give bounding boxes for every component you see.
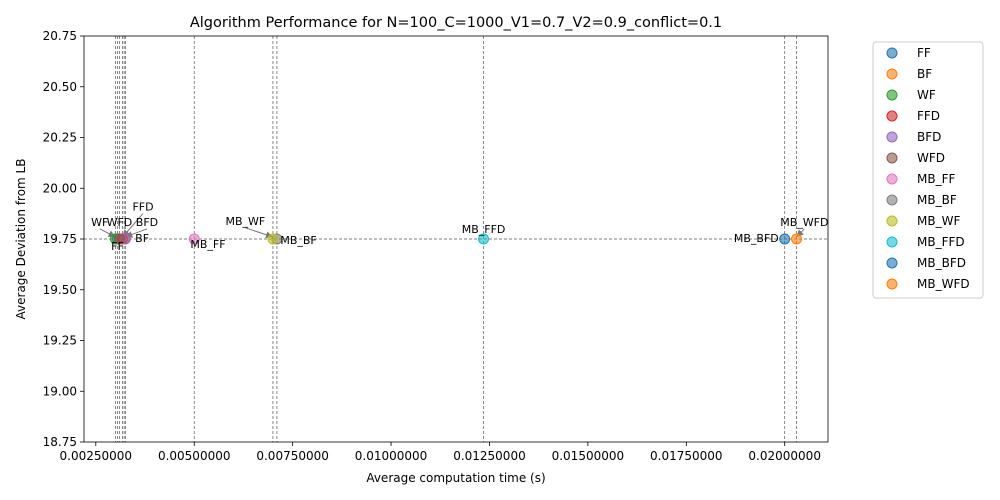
point-mb-ffd	[478, 233, 490, 245]
legend-label-ff: FF	[917, 46, 931, 60]
y-axis-label: Average Deviation from LB	[14, 159, 28, 320]
legend-label-wfd: WFD	[917, 151, 945, 165]
y-tick-label: 19.50	[43, 283, 77, 297]
chart-title: Algorithm Performance for N=100_C=1000_V…	[190, 15, 722, 31]
legend-marker-mb-wfd	[886, 278, 898, 290]
legend-marker-mb-ffd	[886, 236, 898, 248]
legend-marker-wf	[886, 89, 898, 101]
y-tick-label: 20.00	[43, 181, 77, 195]
annotation-mb-bf: MB_BF	[280, 234, 316, 247]
legend-label-wf: WF	[917, 88, 936, 102]
y-tick-label: 19.25	[43, 334, 77, 348]
annotation-mb-ff: MB_FF	[190, 238, 225, 251]
annotation-ffd: FFD	[132, 201, 153, 214]
legend-label-mb-ffd: MB_FFD	[917, 235, 965, 249]
legend-label-ffd: FFD	[917, 109, 940, 123]
annotation-mb-ffd: MB_FFD	[462, 223, 506, 236]
point-mb-bfd	[779, 233, 791, 245]
y-tick-label: 20.50	[43, 80, 77, 94]
legend-label-mb-bf: MB_BF	[917, 193, 957, 207]
annotation-arrows	[99, 213, 805, 239]
point-mb-wfd	[791, 233, 803, 245]
legend-marker-ffd	[886, 110, 898, 122]
point-mb-wf	[267, 233, 279, 245]
x-tick-label: 0.02000000	[748, 449, 821, 463]
legend-label-bf: BF	[917, 67, 932, 81]
annotation-bf: BF	[135, 232, 149, 245]
annotation-mb-wfd: MB_WFD	[780, 216, 828, 229]
point-mb-ff	[188, 233, 200, 245]
annotation-mb-bfd: MB_BFD	[734, 232, 779, 245]
y-tick-label: 20.25	[43, 131, 77, 145]
x-tick-label: 0.01500000	[552, 449, 625, 463]
x-tick-label: 0.00250000	[60, 449, 133, 463]
legend-label-bfd: BFD	[917, 130, 941, 144]
annotation-bfd: BFD	[136, 216, 158, 229]
x-axis: 0.00250000 0.00500000 0.00750000 0.01000000…	[60, 442, 821, 463]
legend-marker-mb-bf	[886, 194, 898, 206]
x-tick-label: 0.01750000	[650, 449, 723, 463]
legend-marker-mb-wf	[886, 215, 898, 227]
y-tick-label: 19.00	[43, 384, 77, 398]
legend: FF BF WF FFD BFD WFD MB_FF MB_BF MB_WF MB_FFD MB_B…	[872, 41, 984, 299]
y-tick-label: 19.75	[43, 232, 77, 246]
point-wfd	[113, 233, 125, 245]
y-axis: 18.75 19.00 19.25 19.50 19.75 20.00 20.25 20.50…	[43, 29, 84, 449]
legend-frame	[872, 41, 984, 299]
legend-marker-bfd	[886, 131, 898, 143]
x-axis-label: Average computation time (s)	[366, 471, 545, 485]
legend-marker-bf	[886, 68, 898, 80]
legend-marker-ff	[886, 47, 898, 59]
data-points	[109, 233, 803, 245]
legend-label-mb-ff: MB_FF	[917, 172, 955, 186]
legend-label-mb-wfd: MB_WFD	[917, 277, 970, 291]
x-tick-label: 0.00750000	[256, 449, 329, 463]
legend-marker-mb-bfd	[886, 257, 898, 269]
annotation-mb-wf: MB_WF	[226, 215, 266, 228]
legend-label-mb-bfd: MB_BFD	[917, 256, 966, 270]
y-tick-label: 18.75	[43, 435, 77, 449]
legend-label-mb-wf: MB_WF	[917, 214, 960, 228]
annotation-wfd: WFD	[107, 216, 133, 229]
legend-marker-mb-ff	[886, 173, 898, 185]
legend-marker-wfd	[886, 152, 898, 164]
annotation-wf: WF	[91, 216, 108, 229]
y-tick-label: 20.75	[43, 29, 77, 43]
annotation-ff: FF	[111, 240, 124, 253]
x-tick-label: 0.00500000	[158, 449, 231, 463]
x-tick-label: 0.01250000	[453, 449, 526, 463]
x-tick-label: 0.01000000	[355, 449, 428, 463]
